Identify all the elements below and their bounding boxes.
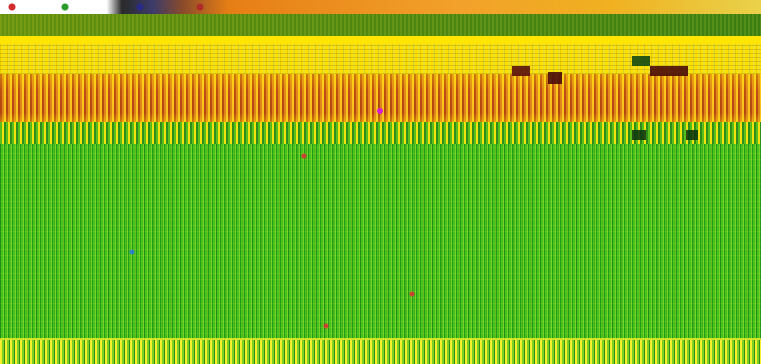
- dark-block: [686, 130, 698, 140]
- orange-band-fade: [0, 74, 761, 122]
- bottom-strip: [0, 340, 761, 364]
- dark-block: [512, 66, 530, 76]
- transition-band: [0, 122, 761, 144]
- top-strip-dots: [0, 0, 761, 14]
- pink-dot: [377, 108, 383, 114]
- dark-block: [548, 72, 562, 84]
- header-texture: [0, 14, 761, 36]
- dark-block: [632, 130, 646, 140]
- dark-block: [650, 66, 688, 76]
- dark-block: [632, 56, 650, 66]
- yellow-bar: [0, 36, 761, 44]
- orange-band: [0, 74, 761, 122]
- header-overlay: [0, 14, 761, 36]
- green-field-noise: [0, 144, 761, 340]
